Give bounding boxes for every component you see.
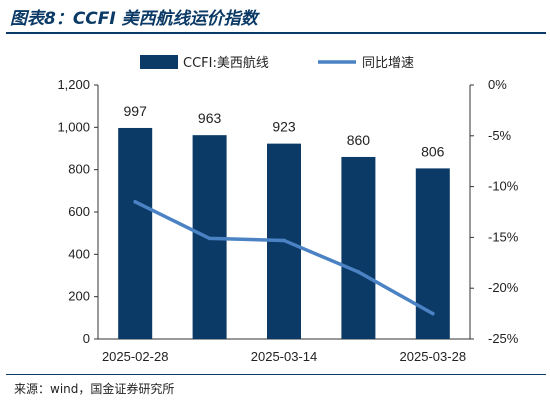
right-tick-label: -5% — [488, 128, 512, 143]
yoy-growth-point — [356, 270, 361, 274]
left-tick-label: 1,200 — [57, 77, 90, 92]
right-tick-label: -20% — [488, 280, 519, 295]
yoy-growth-point — [431, 311, 435, 316]
right-tick-label: -15% — [488, 229, 519, 244]
bar-data-label: 923 — [272, 119, 296, 135]
left-tick-label: 0 — [83, 331, 90, 346]
right-tick-label: -25% — [488, 331, 519, 346]
left-tick-label: 800 — [68, 162, 90, 177]
legend-bar-swatch — [140, 55, 178, 69]
bar-data-label: 997 — [124, 103, 148, 119]
yoy-growth-point — [207, 236, 212, 241]
legend-line-label: 同比增速 — [362, 56, 414, 71]
left-tick-label: 200 — [68, 289, 90, 304]
x-tick-label: 2025-02-28 — [102, 349, 169, 364]
yoy-growth-point — [133, 200, 137, 204]
chart: 0 200 400 600 800 1,000 1,200 0% -5% -10% -15% -20%… — [57, 55, 519, 364]
right-tick-label: -10% — [488, 179, 519, 194]
bar — [118, 127, 153, 340]
title-bar: 图表8：CCFI 美西航线运价指数 — [0, 0, 550, 30]
right-tick-label: 0% — [488, 77, 507, 92]
bar-data-label: 806 — [421, 143, 445, 159]
left-tick-label: 400 — [68, 246, 90, 261]
bar — [341, 156, 376, 339]
source-note: 来源：wind，国金证券研究所 — [14, 382, 175, 396]
x-tick-label: 2025-03-14 — [251, 349, 318, 364]
bar — [415, 168, 450, 339]
yoy-growth-point — [282, 238, 286, 243]
bar-data-label: 860 — [347, 132, 371, 148]
x-tick-label: 2025-03-28 — [400, 349, 467, 364]
chart-title: 图表8：CCFI 美西航线运价指数 — [10, 9, 258, 29]
legend-bar-label: CCFI:美西航线 — [183, 55, 269, 71]
footer-divider — [6, 374, 546, 375]
left-tick-label: 1,000 — [57, 119, 90, 134]
title-divider — [6, 32, 546, 34]
bar-data-label: 963 — [198, 110, 222, 126]
left-tick-label: 600 — [68, 204, 90, 219]
